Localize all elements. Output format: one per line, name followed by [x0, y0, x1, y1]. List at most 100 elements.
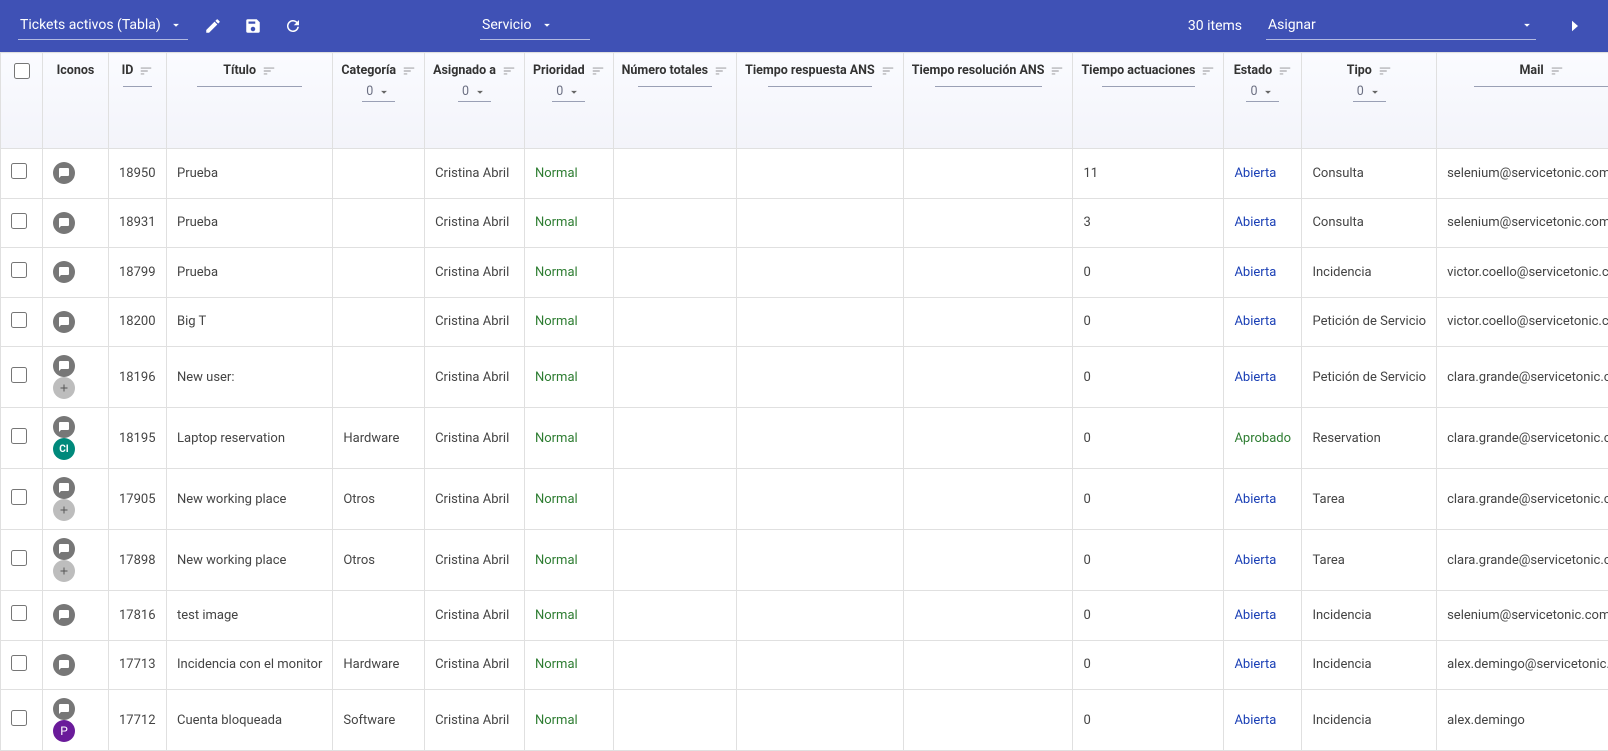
row-checkbox[interactable] [11, 428, 27, 444]
cell-asignado: Cristina Abril [425, 469, 525, 530]
plus-icon [53, 560, 75, 582]
table-row[interactable]: 17898New working placeOtrosCristina Abri… [1, 530, 1608, 591]
cell-iconos [43, 149, 109, 199]
table-row[interactable]: 17905New working placeOtrosCristina Abri… [1, 469, 1608, 530]
cell-tresol [903, 530, 1073, 591]
cell-mail: victor.coello@servicetonic.com [1437, 297, 1608, 347]
table-body: 18950PruebaCristina AbrilNormal11Abierta… [1, 149, 1608, 751]
col-tact[interactable]: Tiempo actuaciones [1073, 53, 1224, 149]
cell-estado: Abierta [1224, 347, 1302, 408]
cell-id: 18195 [109, 408, 167, 469]
cell-tresp [737, 640, 904, 690]
col-categoria-filter[interactable]: 0 [362, 84, 395, 102]
row-checkbox[interactable] [11, 262, 27, 278]
cell-id: 17713 [109, 640, 167, 690]
col-estado[interactable]: Estado0 [1224, 53, 1302, 149]
chevron-down-icon [567, 85, 581, 99]
cell-id: 18799 [109, 248, 167, 298]
cell-titulo: Incidencia con el monitor [167, 640, 333, 690]
cell-asignado: Cristina Abril [425, 198, 525, 248]
servicio-selector[interactable]: Servicio [480, 13, 590, 40]
row-checkbox[interactable] [11, 655, 27, 671]
row-checkbox[interactable] [11, 163, 27, 179]
cell-tact: 0 [1073, 297, 1224, 347]
col-numtot-label: Número totales [622, 63, 708, 78]
col-tipo[interactable]: Tipo0 [1302, 53, 1437, 149]
cell-iconos: CI [43, 408, 109, 469]
next-page-button[interactable] [1560, 11, 1590, 41]
problem-icon: P [53, 720, 75, 742]
edit-button[interactable] [198, 11, 228, 41]
col-asignado-filter[interactable]: 0 [458, 84, 491, 102]
sort-icon [1050, 64, 1064, 78]
refresh-button[interactable] [278, 11, 308, 41]
col-id[interactable]: ID [109, 53, 167, 149]
cell-tipo: Consulta [1302, 149, 1437, 199]
table-row[interactable]: 17816test imageCristina AbrilNormal0Abie… [1, 591, 1608, 641]
col-tresp-filter[interactable] [768, 86, 873, 87]
table-row[interactable]: 18950PruebaCristina AbrilNormal11Abierta… [1, 149, 1608, 199]
chat-icon [53, 477, 75, 499]
cell-tresp [737, 198, 904, 248]
table-row[interactable]: CI18195Laptop reservationHardwareCristin… [1, 408, 1608, 469]
col-tresol-filter[interactable] [935, 86, 1042, 87]
chevron-down-icon [473, 85, 487, 99]
row-checkbox[interactable] [11, 213, 27, 229]
cell-tresol [903, 640, 1073, 690]
cell-prioridad: Normal [524, 198, 613, 248]
row-checkbox[interactable] [11, 489, 27, 505]
row-checkbox[interactable] [11, 312, 27, 328]
cell-tresol [903, 591, 1073, 641]
sort-icon [591, 64, 605, 78]
view-selector-label: Tickets activos (Tabla) [20, 17, 161, 33]
table-row[interactable]: P17712Cuenta bloqueadaSoftwareCristina A… [1, 690, 1608, 751]
save-button[interactable] [238, 11, 268, 41]
grid-wrap[interactable]: IconosIDTítuloCategoría0Asignado a0Prior… [0, 52, 1608, 751]
col-id-filter[interactable] [123, 86, 152, 87]
cell-prioridad: Normal [524, 591, 613, 641]
view-selector[interactable]: Tickets activos (Tabla) [18, 13, 188, 40]
col-estado-filter[interactable]: 0 [1246, 84, 1279, 102]
row-checkbox[interactable] [11, 550, 27, 566]
cell-tresol [903, 690, 1073, 751]
cell-id: 18931 [109, 198, 167, 248]
select-all-checkbox[interactable] [14, 63, 30, 79]
col-tipo-filter[interactable]: 0 [1353, 84, 1386, 102]
col-tact-filter[interactable] [1102, 86, 1196, 87]
col-prioridad[interactable]: Prioridad0 [524, 53, 613, 149]
col-titulo[interactable]: Título [167, 53, 333, 149]
cell-iconos [43, 198, 109, 248]
cell-mail: selenium@servicetonic.com [1437, 198, 1608, 248]
servicio-selector-label: Servicio [482, 17, 532, 33]
col-mail[interactable]: Mail [1437, 53, 1608, 149]
cell-tact: 11 [1073, 149, 1224, 199]
row-checkbox[interactable] [11, 367, 27, 383]
table-row[interactable]: 18200Big TCristina AbrilNormal0AbiertaPe… [1, 297, 1608, 347]
col-categoria[interactable]: Categoría0 [333, 53, 425, 149]
col-check [1, 53, 43, 149]
row-checkbox[interactable] [11, 605, 27, 621]
col-titulo-filter[interactable] [197, 86, 302, 87]
table-row[interactable]: 17713Incidencia con el monitorHardwareCr… [1, 640, 1608, 690]
cell-tact: 0 [1073, 469, 1224, 530]
col-tresol[interactable]: Tiempo resolución ANS [903, 53, 1073, 149]
table-row[interactable]: 18799PruebaCristina AbrilNormal0AbiertaI… [1, 248, 1608, 298]
col-prioridad-filter[interactable]: 0 [552, 84, 585, 102]
col-asignado[interactable]: Asignado a0 [425, 53, 525, 149]
col-numtot-filter[interactable] [638, 86, 713, 87]
col-mail-filter[interactable] [1474, 86, 1608, 87]
col-numtot[interactable]: Número totales [613, 53, 736, 149]
asignar-selector[interactable]: Asignar [1266, 13, 1536, 40]
col-tresp[interactable]: Tiempo respuesta ANS [737, 53, 904, 149]
sort-icon [402, 64, 416, 78]
row-checkbox[interactable] [11, 710, 27, 726]
chat-icon [53, 416, 75, 438]
table-row[interactable]: 18931PruebaCristina AbrilNormal3AbiertaC… [1, 198, 1608, 248]
cell-iconos [43, 297, 109, 347]
cell-tresol [903, 469, 1073, 530]
cell-titulo: New user: [167, 347, 333, 408]
cell-titulo: Prueba [167, 248, 333, 298]
row-check [1, 248, 43, 298]
table-row[interactable]: 18196New user:Cristina AbrilNormal0Abier… [1, 347, 1608, 408]
toolbar-right: 30 items Asignar [1188, 11, 1590, 41]
